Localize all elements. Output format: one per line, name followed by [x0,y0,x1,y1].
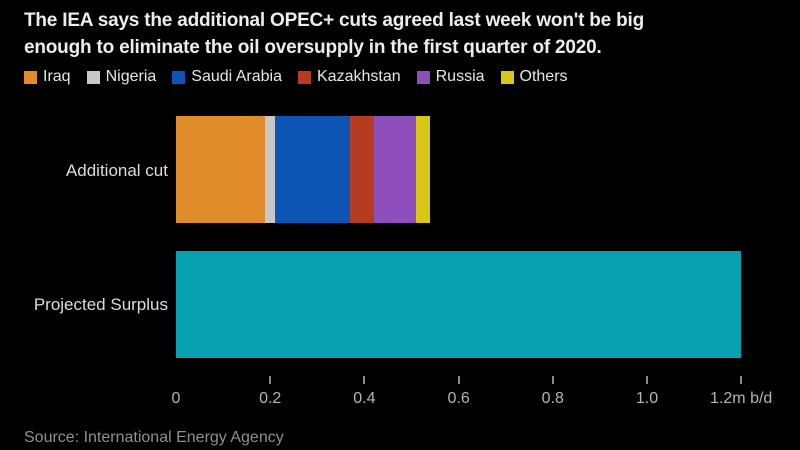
legend-label: Iraq [43,68,71,85]
legend-item-russia: Russia [416,68,485,86]
legend-item-iraq: Iraq [24,68,71,86]
legend-label: Saudi Arabia [191,68,282,85]
legend-label: Russia [435,68,485,85]
legend-swatch-kazakhstan [298,70,311,84]
x-axis-tick-label: 1.2m b/d [710,390,773,407]
chart-title: The IEA says the additional OPEC+ cuts a… [24,7,784,61]
legend-swatch-saudi-arabia [172,70,186,84]
bar-segment-russia [373,116,417,223]
legend-swatch-russia [416,70,430,84]
x-axis: 0 0.2 0.4 0.6 0.8 1.0 1.2m b/d [172,376,786,416]
legend-swatch-others [500,70,514,84]
bar-segment-iraq [176,116,266,223]
x-axis-tick-label: 0.8 [541,390,564,407]
bar-segment-saudi-arabia [274,116,351,223]
chart-title-line-1: The IEA says the additional OPEC+ cuts a… [24,10,645,31]
x-axis-tick [363,376,366,384]
legend: Iraq Nigeria Saudi Arabia Kazakhstan Russia O… [24,68,568,86]
x-axis-tick-label: 0.2 [259,390,282,407]
bar-segment-others [416,116,431,223]
x-axis-tick [269,376,272,384]
legend-swatch-iraq [24,70,37,84]
legend-swatch-nigeria [86,70,100,84]
x-axis-tick-label: 1.0 [635,390,659,407]
row-label-projected-surplus: Projected Surplus [33,295,168,314]
row-label-additional-cut: Additional cut [65,161,168,180]
x-axis-tick [551,376,554,384]
projected-surplus-bar [176,251,742,358]
bar-segment-nigeria [265,116,275,223]
legend-item-saudi-arabia: Saudi Arabia [172,68,282,86]
x-axis-tick [457,376,460,384]
legend-label: Others [519,68,568,85]
legend-item-kazakhstan: Kazakhstan [298,68,401,86]
bar-segment-kazakhstan [350,116,374,223]
additional-cut-bar [176,116,431,223]
x-axis-tick-label: 0.4 [353,390,376,407]
x-axis-tick-label: 0.6 [447,390,470,407]
source-credit: Source: International Energy Agency [24,429,284,446]
legend-label: Kazakhstan [317,68,401,85]
x-axis-tick-label: 0 [171,390,181,407]
x-axis-tick [646,376,648,384]
x-axis-tick [740,376,743,384]
legend-label: Nigeria [105,68,157,85]
legend-item-others: Others [500,68,568,86]
chart-title-line-2: enough to eliminate the oil oversupply i… [24,37,602,58]
legend-item-nigeria: Nigeria [86,68,157,86]
